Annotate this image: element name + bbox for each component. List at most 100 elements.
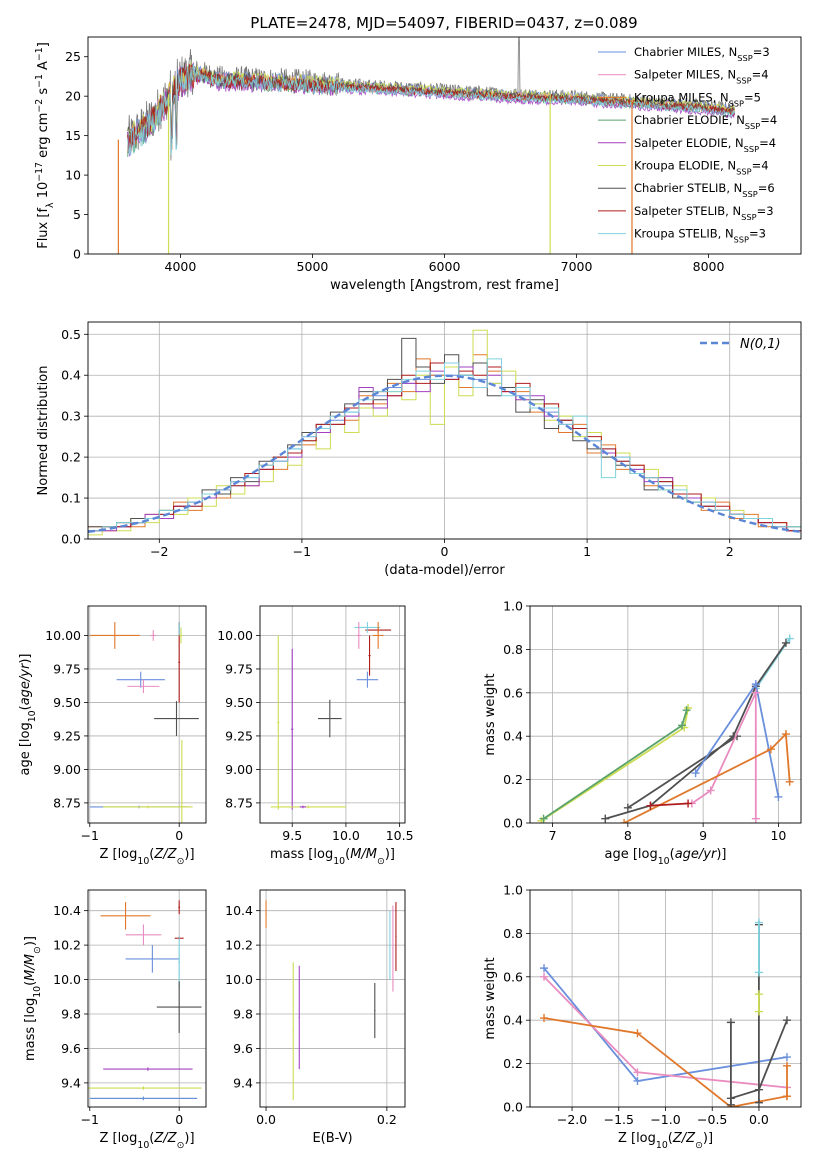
x-axis-label: age [log10(age/yr)] [604, 847, 726, 867]
age-weight-panel: 7 8 9 10 0.0 0.2 0.4 0.6 0.8 1.0 age [log10(age/yr… [483, 599, 802, 867]
weight-marker [726, 1094, 735, 1103]
y-tick-label: 8.75 [53, 795, 81, 810]
figure-title: PLATE=2478, MJD=54097, FIBERID=0437, z=0… [250, 14, 637, 32]
weight-marker [601, 814, 610, 823]
weight-marker [646, 801, 655, 810]
y-tick-label: 15 [65, 128, 81, 143]
legend-label: Salpeter ELODIE, NSSP=4 [634, 136, 776, 154]
legend-label: N(0,1) [740, 337, 781, 352]
weight-marker [678, 721, 687, 730]
weight-marker [633, 1068, 642, 1077]
x-tick-label: −1.0 [650, 1112, 680, 1127]
y-tick-label: 0.3 [61, 409, 81, 424]
x-tick-label: 4000 [165, 259, 197, 274]
y-axis-label: mass weight [483, 673, 498, 755]
y-axis-label: mass weight [483, 957, 498, 1039]
y-tick-label: 25 [65, 49, 81, 64]
axes-frame [87, 321, 802, 540]
x-tick-label: 2 [726, 544, 734, 559]
y-tick-label: 9.75 [53, 661, 81, 676]
legend-label: Kroupa STELIB, NSSP=3 [634, 227, 766, 245]
y-axis-label: Normed distribution [36, 366, 51, 496]
y-tick-label: 9.75 [225, 661, 253, 676]
y-tick-label: 10.00 [45, 628, 81, 643]
weight-marker [782, 1061, 791, 1070]
y-tick-label: 9.8 [61, 1007, 81, 1022]
z-mass-panel: −1 0 9.4 9.6 9.8 10.0 10.2 10.4 Z [log10(Z/Z⊙)] m… [23, 889, 207, 1151]
x-tick-label: 6000 [429, 259, 461, 274]
weight-line [691, 692, 757, 819]
x-tick-label: −1 [293, 544, 311, 559]
x-axis-label: Z [log10(Z/Z⊙)] [99, 1131, 194, 1151]
model-spectrum-line [127, 63, 735, 150]
y-tick-label: 9.6 [61, 1041, 81, 1056]
legend-label: Kroupa MILES, NSSP=5 [634, 90, 761, 108]
x-axis-label: (data-model)/error [384, 563, 505, 578]
weight-marker [540, 1014, 549, 1023]
x-axis-label: wavelength [Angstrom, rest frame] [330, 278, 559, 293]
x-tick-label: −1 [81, 828, 99, 843]
legend-label: Salpeter MILES, NSSP=4 [634, 68, 769, 86]
y-axis-label: Flux [fλ 10−17 erg cm−2 s−1 A−1] [34, 42, 56, 249]
x-tick-label: −2 [150, 544, 168, 559]
y-tick-label: 9.00 [53, 762, 81, 777]
y-tick-label: 9.00 [225, 762, 253, 777]
errorbar-points [270, 622, 392, 810]
y-tick-label: 1.0 [503, 599, 523, 614]
y-tick-label: 9.8 [233, 1007, 253, 1022]
weight-marker [620, 819, 629, 823]
weight-marker [751, 680, 760, 689]
weight-marker [754, 1007, 763, 1016]
x-tick-label: 10 [770, 828, 786, 843]
weight-marker [623, 803, 632, 812]
weight-marker [785, 634, 794, 643]
normal-curve [88, 374, 801, 533]
weight-line [650, 802, 689, 807]
y-tick-label: 0.8 [503, 642, 523, 657]
axes-frame [529, 889, 802, 1108]
weight-lines [537, 634, 794, 823]
x-tick-label: 9.5 [282, 828, 302, 843]
y-tick-label: 9.50 [53, 695, 81, 710]
x-tick-label: 0.0 [749, 1112, 769, 1127]
weight-marker [782, 1053, 791, 1062]
weight-marker [540, 972, 549, 981]
y-tick-label: 10 [65, 168, 81, 183]
weight-line [605, 642, 787, 820]
x-tick-label: 8 [624, 828, 632, 843]
errorbar-points [88, 900, 202, 1101]
residuals-panel: −2 −1 0 1 2 0.0 0.1 0.2 0.3 0.4 0.5 (data-model)/er… [36, 321, 802, 578]
x-tick-label: 8000 [693, 259, 725, 274]
y-tick-label: 10.2 [225, 938, 253, 953]
legend-label: Chabrier STELIB, NSSP=6 [634, 181, 775, 199]
x-tick-label: 10.5 [386, 828, 414, 843]
axes-frame [259, 605, 406, 824]
axes-frame [259, 889, 406, 1108]
y-tick-label: 0.0 [503, 1100, 523, 1115]
y-tick-label: 1.0 [503, 883, 523, 898]
x-tick-label: 0 [175, 828, 183, 843]
x-tick-label: 1 [583, 544, 591, 559]
weight-marker [782, 1092, 791, 1101]
y-tick-label: 0.0 [503, 816, 523, 831]
x-axis-label: Z [log10(Z/Z⊙)] [618, 1131, 713, 1151]
y-tick-label: 10.4 [53, 903, 81, 918]
weight-marker [633, 1076, 642, 1085]
weight-marker [682, 706, 691, 715]
legend-label: Salpeter STELIB, NSSP=3 [634, 204, 774, 222]
weight-marker [754, 918, 763, 927]
y-tick-label: 5 [73, 207, 81, 222]
y-tick-label: 0.8 [503, 926, 523, 941]
weight-marker [782, 1016, 791, 1025]
weight-line [623, 731, 791, 823]
weight-marker [774, 792, 783, 801]
y-tick-label: 9.50 [225, 695, 253, 710]
y-tick-label: 0.4 [503, 729, 523, 744]
y-tick-label: 10.00 [217, 628, 253, 643]
x-axis-label: Z [log10(Z/Z⊙)] [99, 847, 194, 867]
axes-frame [87, 889, 207, 1108]
x-tick-label: −2.0 [557, 1112, 587, 1127]
y-tick-label: 8.75 [225, 795, 253, 810]
y-tick-label: 0.4 [61, 368, 81, 383]
